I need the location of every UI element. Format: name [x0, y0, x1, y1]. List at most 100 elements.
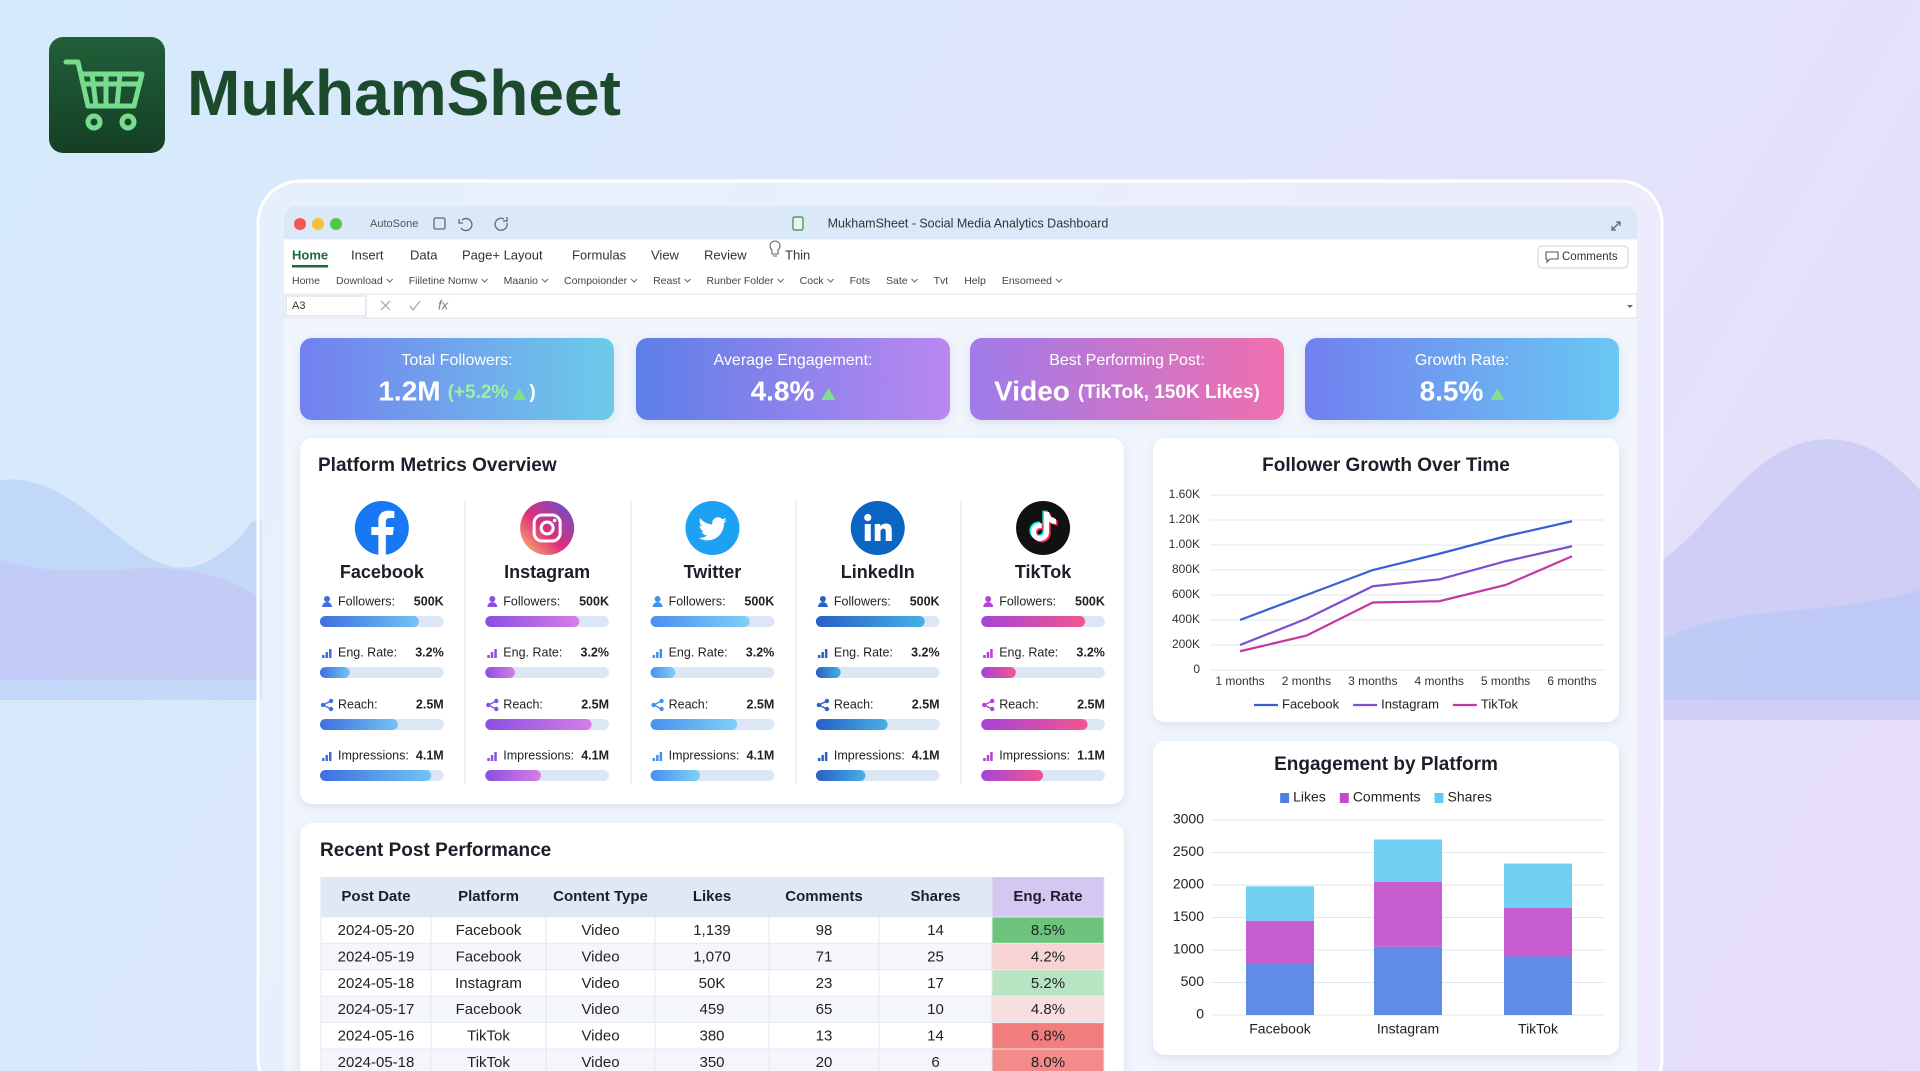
column-header: Likes — [693, 888, 731, 905]
dropdown-chevron — [481, 278, 488, 283]
bar-segment — [1374, 946, 1442, 1015]
metric-icon — [490, 755, 494, 761]
metric-label: Impressions: — [999, 748, 1070, 762]
menu-tab[interactable]: Formulas — [572, 247, 627, 262]
progress-fill — [981, 770, 1044, 781]
x-tick-label: 3 months — [1348, 674, 1397, 688]
progress-fill — [320, 667, 350, 678]
column-header: Content Type — [553, 888, 648, 905]
kpi-card — [636, 338, 950, 420]
ribbon-item[interactable]: Help — [964, 275, 986, 287]
dropdown-chevron — [684, 278, 691, 283]
metric-icon — [824, 649, 828, 658]
comments-label[interactable]: Comments — [1562, 251, 1618, 263]
panel-title: Recent Post Performance — [320, 840, 551, 861]
linkedin-glyph — [874, 523, 892, 541]
bar-segment — [1374, 881, 1442, 947]
line-series — [1239, 545, 1573, 647]
metric-icon — [651, 702, 656, 708]
menu-tab[interactable]: Data — [410, 247, 438, 262]
legend-label[interactable]: Facebook — [1282, 696, 1340, 711]
y-tick-label: 2500 — [1173, 843, 1204, 859]
y-tick-label: 3000 — [1173, 811, 1204, 827]
name-box[interactable] — [285, 295, 367, 317]
metric-icon — [990, 752, 993, 761]
menu-tab[interactable]: Review — [704, 247, 747, 262]
ribbon-item[interactable]: Fots — [850, 275, 870, 287]
table-cell: 6.8% — [1031, 1028, 1065, 1045]
close-button[interactable] — [294, 218, 306, 230]
legend-label[interactable]: Shares — [1448, 789, 1492, 805]
ribbon-item[interactable]: Tvt — [934, 275, 949, 287]
menu-tab[interactable]: Home — [292, 247, 328, 262]
progress-fill — [650, 770, 701, 781]
kpi-value: 1.2M — [378, 375, 440, 406]
maximize-button[interactable] — [330, 218, 342, 230]
ribbon-item[interactable]: Reast — [653, 275, 681, 287]
table-cell: 1,070 — [693, 948, 731, 965]
metric-icon — [322, 602, 332, 607]
progress-fill — [650, 719, 738, 730]
menu-tab[interactable]: Insert — [351, 247, 384, 262]
table-cell: 5.2% — [1031, 975, 1065, 992]
metric-icon — [328, 706, 334, 712]
y-tick-label: 1.20K — [1169, 512, 1200, 526]
table-cell: 380 — [699, 1028, 724, 1045]
table-cell: 459 — [699, 1001, 724, 1018]
ribbon-item[interactable]: Ensomeed — [1002, 275, 1052, 287]
table-cell: 17 — [927, 975, 944, 992]
undo-icon[interactable] — [458, 217, 473, 232]
comments-button[interactable] — [1537, 245, 1629, 269]
save-icon[interactable] — [433, 217, 446, 230]
metric-icon — [821, 755, 824, 761]
x-tick-label: 2 months — [1282, 674, 1331, 688]
enter-icon[interactable] — [409, 300, 421, 311]
metric-value: 500K — [1075, 594, 1105, 608]
metric-value: 3.2% — [581, 645, 610, 659]
bar-segment — [1246, 920, 1314, 963]
ribbon-item[interactable]: Download — [336, 275, 383, 287]
table-cell: Video — [581, 1028, 619, 1045]
ribbon-item[interactable]: Maanio — [504, 275, 539, 287]
metric-label: Impressions: — [834, 748, 905, 762]
x-tick-label: 6 months — [1547, 674, 1596, 688]
kpi-label: Total Followers: — [401, 352, 512, 369]
ribbon-item[interactable]: Runber Folder — [707, 275, 775, 287]
legend-label[interactable]: TikTok — [1481, 696, 1519, 711]
fx-label[interactable]: fx — [438, 297, 449, 312]
autosave-label[interactable]: AutoSone — [370, 218, 418, 230]
menu-tab[interactable]: Page+ Layout — [462, 247, 543, 262]
formula-bar — [283, 293, 1638, 319]
ribbon-item[interactable]: Compoionder — [564, 275, 628, 287]
metric-icon — [494, 706, 499, 712]
bar-segment — [1374, 839, 1442, 882]
formula-expand[interactable] — [1627, 305, 1633, 308]
legend-label[interactable]: Comments — [1353, 789, 1421, 805]
minimize-button[interactable] — [312, 218, 324, 230]
table-cell: Video — [581, 975, 619, 992]
ribbon-item[interactable]: Cock — [800, 275, 825, 287]
metric-value: 3.2% — [415, 645, 444, 659]
x-tick-label: 5 months — [1481, 674, 1530, 688]
ribbon-item[interactable]: Home — [292, 275, 320, 287]
ribbon — [284, 240, 1637, 294]
instagram-glyph — [532, 513, 562, 543]
metric-label: Impressions: — [503, 748, 574, 762]
ribbon-item[interactable]: Fiiletine Nomw — [409, 275, 478, 287]
legend-label[interactable]: Likes — [1293, 789, 1326, 805]
redo-icon[interactable] — [494, 217, 508, 231]
follower-panel — [1153, 438, 1619, 722]
table-cell: Video — [581, 922, 619, 939]
cell-reference[interactable]: A3 — [292, 300, 305, 312]
ribbon-item[interactable]: Sate — [886, 275, 908, 287]
menu-tab[interactable]: View — [651, 247, 680, 262]
legend-label[interactable]: Instagram — [1381, 696, 1439, 711]
expand-icon[interactable] — [1611, 221, 1621, 231]
table-cell: Video — [581, 948, 619, 965]
menu-tab[interactable]: Thin — [785, 247, 810, 262]
metric-value: 500K — [414, 594, 444, 608]
y-tick-label: 500 — [1181, 973, 1205, 989]
cancel-icon[interactable] — [380, 300, 391, 311]
dropdown-chevron — [386, 278, 394, 283]
